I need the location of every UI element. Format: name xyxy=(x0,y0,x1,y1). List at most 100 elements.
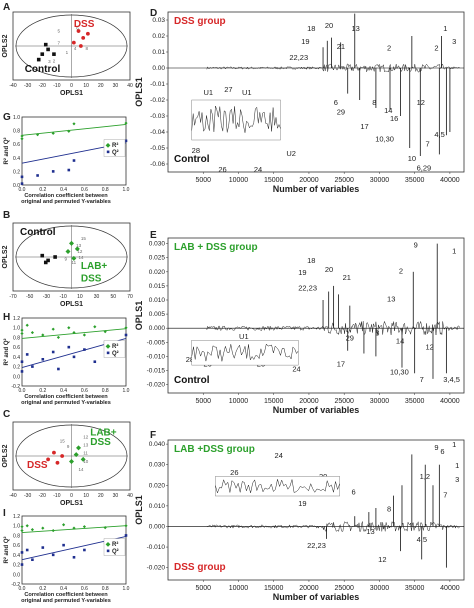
q2-point xyxy=(51,350,55,354)
q2-point xyxy=(31,365,34,368)
peak-annotation: 8 xyxy=(387,504,391,513)
x-tick-label: 0.2 xyxy=(39,187,46,193)
x-tick-label: 40000 xyxy=(440,585,460,592)
loading-plot-d: 0.03 0.02 0.01 0.00 -0.01 -0.02 -0.03 -0.04 -0.0… xyxy=(134,11,465,194)
x-tick-label: 0.2 xyxy=(39,586,46,592)
y-tick-label: 0.020 xyxy=(149,482,166,489)
panel-letter-e: E xyxy=(150,230,157,241)
point-number: 13 xyxy=(83,442,89,447)
peak-annotation: 10,30 xyxy=(375,135,394,144)
panel-letter-f: F xyxy=(150,430,156,441)
x-tick-label: 0.8 xyxy=(102,586,109,592)
peak-annotation: 21 xyxy=(337,42,345,51)
x-tick-label: -10 xyxy=(60,294,67,300)
r2-point xyxy=(124,121,128,125)
x-axis-label: OPLS1 xyxy=(60,301,83,308)
permutation-plot-i: 0.0 0.2 0.4 0.6 0.8 1.01.21.00.80.60.40.20.0-… xyxy=(3,514,130,604)
x-tick-label: 0.0 xyxy=(19,586,26,592)
peak-annotation: 12 xyxy=(378,555,386,564)
score-point xyxy=(69,240,74,246)
plot-frame xyxy=(167,11,465,173)
peak-annotation: 26 xyxy=(218,165,226,174)
score-point xyxy=(46,47,50,52)
point-number: 11 xyxy=(72,260,77,265)
y-tick-label: 0.8 xyxy=(13,533,20,539)
peak-annotation: 6 xyxy=(352,488,356,497)
peak-annotation: 8 xyxy=(375,329,379,338)
panel-letter-d: D xyxy=(150,8,157,19)
score-point xyxy=(71,40,76,45)
x-tick-label: 10 xyxy=(77,294,83,300)
score-point xyxy=(78,44,83,48)
y-tick-label: -0.03 xyxy=(150,113,165,120)
x-tick-label: -10 xyxy=(53,493,60,499)
x-tick-label: 0.6 xyxy=(81,388,88,394)
q2-point xyxy=(41,357,45,361)
peak-annotation: 21 xyxy=(343,273,351,282)
loading-trace xyxy=(206,320,460,336)
peak-annotation: 19 xyxy=(298,268,306,277)
x-tick-label: -30 xyxy=(24,493,31,499)
x-tick-label: 0.6 xyxy=(81,586,88,592)
score-point xyxy=(40,52,45,56)
point-number: 2 xyxy=(53,58,56,63)
legend-r2-label: R² xyxy=(112,142,118,149)
peak-annotation: 8 xyxy=(372,98,376,107)
y-tick-label: -0.010 xyxy=(147,544,166,551)
peak-annotation: 1,2 xyxy=(420,472,430,481)
group-label: LAB+ xyxy=(81,261,108,272)
r2-point xyxy=(51,327,55,331)
r2-point xyxy=(103,330,107,334)
y-axis-label: OPLS1 xyxy=(134,301,144,331)
peak-annotation: 14 xyxy=(396,336,404,345)
x-tick-label: 40000 xyxy=(440,398,460,405)
y-tick-label: -0.02 xyxy=(150,97,165,104)
peak-annotation: 14 xyxy=(384,106,392,115)
y-tick-label: 0.4 xyxy=(13,156,20,162)
peak-annotation: 18 xyxy=(307,256,315,265)
x-tick-label: 10 xyxy=(83,493,89,499)
peak-annotation: 10 xyxy=(408,154,416,163)
peak-annotation: U2 xyxy=(286,149,296,158)
point-number: 12 xyxy=(83,434,89,439)
y-axis-label: R² and Q² xyxy=(3,138,10,165)
y-tick-label: 0.8 xyxy=(13,335,20,341)
y-tick-label: 0.00 xyxy=(152,65,165,72)
x-axis-label-line1: Correlation coefficient between xyxy=(24,592,108,598)
x-axis-label: OPLS1 xyxy=(60,500,83,507)
x-axis-label-line2: original and permuted Y-variables xyxy=(21,199,111,205)
loading-plot-e: 0.030 0.025 0.020 0.015 0.010 0.005 0.000 -0.00… xyxy=(134,237,465,415)
q2-point xyxy=(72,159,76,162)
y-tick-label: 0.030 xyxy=(149,241,166,248)
peak-annotation: 24 xyxy=(275,451,283,460)
point-number: 9 xyxy=(64,256,67,261)
peak-annotation: 12 xyxy=(426,343,434,352)
x-tick-label: 25000 xyxy=(334,177,354,184)
q2-point xyxy=(124,333,128,337)
q2-point xyxy=(31,558,34,562)
y-tick-label: 0.6 xyxy=(13,142,20,148)
x-tick-label: 30000 xyxy=(370,398,390,405)
x-axis-label: OPLS1 xyxy=(60,90,83,97)
x-tick-label: 20000 xyxy=(299,585,319,592)
panel-letter-c: C xyxy=(3,409,10,420)
loading-plot-f: 0.040 0.030 0.020 0.010 0.000 -0.010 -0.020 500… xyxy=(134,439,465,602)
x-axis-label-line1: Correlation coefficient between xyxy=(24,394,108,400)
peak-annotation: 7 xyxy=(426,139,430,148)
group-label: DSS xyxy=(74,19,95,30)
q2-point xyxy=(36,174,39,177)
panel-letter-b: B xyxy=(3,210,10,221)
y-tick-label: 0.0 xyxy=(13,572,20,578)
q2-point xyxy=(20,360,24,364)
x-tick-label: 0.4 xyxy=(60,388,67,394)
q2-point xyxy=(93,360,97,364)
x-tick-label: 0.8 xyxy=(102,187,109,193)
panel-letter-g: G xyxy=(3,112,11,123)
plot-frame xyxy=(167,439,465,581)
zoom-trace xyxy=(191,105,281,133)
y-tick-label: 1.0 xyxy=(13,524,20,530)
peak-annotation: 1 xyxy=(452,440,456,449)
y-tick-label: 0.2 xyxy=(13,365,20,371)
zoom-trace xyxy=(215,478,340,494)
score-point xyxy=(74,246,80,252)
